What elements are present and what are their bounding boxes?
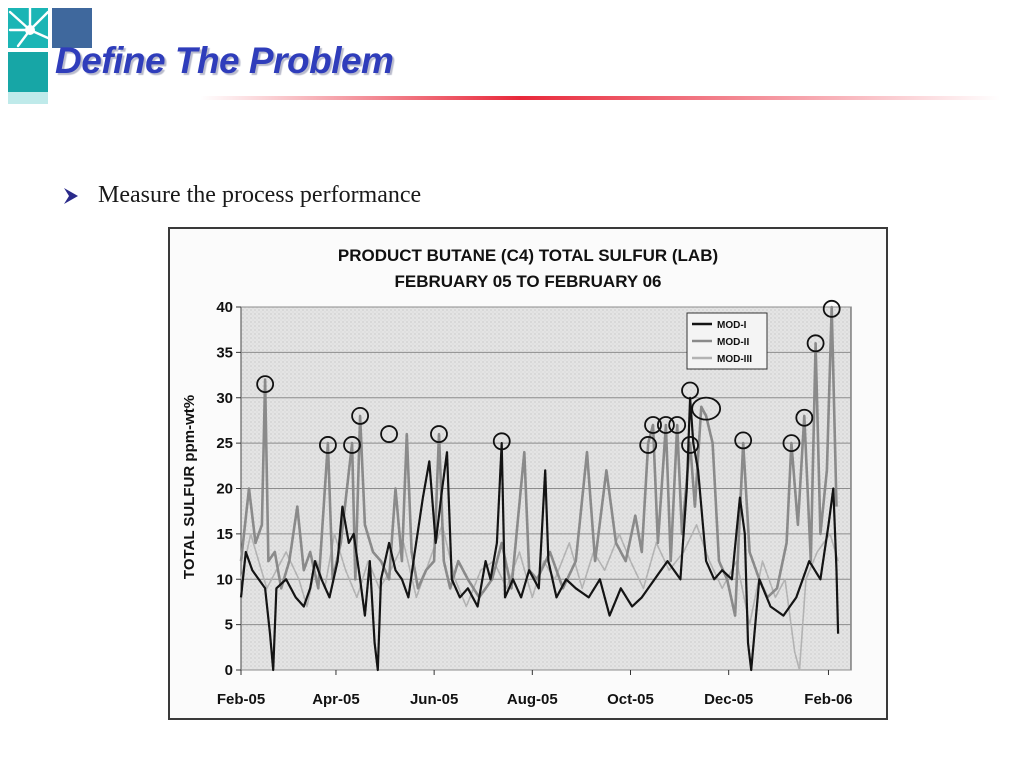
annotation-circle xyxy=(343,436,361,454)
annotation-circle xyxy=(351,406,370,425)
annotation-circle xyxy=(795,408,814,427)
chart-title-line1: PRODUCT BUTANE (C4) TOTAL SULFUR (LAB) xyxy=(338,246,718,265)
y-tick-label: 30 xyxy=(216,390,233,407)
annotation-circle xyxy=(639,436,658,454)
bullet-text: Measure the process performance xyxy=(98,182,422,208)
legend-label: MOD-II xyxy=(717,337,749,348)
annotation-circle xyxy=(691,396,722,421)
y-tick-label: 20 xyxy=(216,481,233,498)
annotation-circle xyxy=(492,432,511,451)
y-axis-label: TOTAL SULFUR ppm-wt% xyxy=(181,395,198,579)
x-tick-label: Aug-05 xyxy=(507,691,558,708)
y-tick-label: 0 xyxy=(225,662,233,679)
annotation-circle xyxy=(380,425,398,443)
y-tick-label: 5 xyxy=(225,617,233,634)
annotation-circle xyxy=(734,431,753,450)
chart-frame: PRODUCT BUTANE (C4) TOTAL SULFUR (LAB) F… xyxy=(168,227,888,720)
series-line-mod-i xyxy=(239,396,840,672)
y-tick-label: 35 xyxy=(216,344,233,361)
y-tick-label: 15 xyxy=(216,526,233,543)
x-tick-label: Dec-05 xyxy=(704,691,753,708)
x-tick-label: Jun-05 xyxy=(410,691,458,708)
annotation-circle xyxy=(782,434,801,453)
annotation-circle xyxy=(657,416,675,434)
title-underline xyxy=(200,96,1000,100)
annotation-circle xyxy=(319,436,337,454)
annotation-circle xyxy=(668,416,687,434)
slide-title: Define The Problem xyxy=(55,40,394,81)
x-tick-label: Oct-05 xyxy=(607,691,654,708)
y-tick-label: 10 xyxy=(216,571,233,588)
annotation-circle xyxy=(644,416,662,434)
sulfur-chart: PRODUCT BUTANE (C4) TOTAL SULFUR (LAB) F… xyxy=(181,246,853,708)
y-tick-label: 40 xyxy=(216,299,233,316)
annotation-circle xyxy=(806,334,825,353)
x-tick-label: Feb-06 xyxy=(804,691,852,708)
bullet-item: Measure the process performance xyxy=(64,182,421,209)
company-star-logo xyxy=(8,8,92,104)
chart-title-line2: FEBRUARY 05 TO FEBRUARY 06 xyxy=(394,272,661,291)
legend-label: MOD-I xyxy=(717,320,747,331)
annotation-circle xyxy=(822,299,841,318)
annotation-circle xyxy=(681,381,699,400)
legend-label: MOD-III xyxy=(717,354,752,365)
x-tick-label: Apr-05 xyxy=(312,691,360,708)
arrowhead-bullet-icon xyxy=(64,187,78,204)
series-line-mod-ii xyxy=(239,305,838,617)
annotation-circle xyxy=(681,436,699,454)
annotation-circle xyxy=(430,425,448,443)
x-tick-label: Feb-05 xyxy=(217,691,265,708)
annotation-circle xyxy=(256,375,275,394)
y-tick-label: 25 xyxy=(216,435,233,452)
